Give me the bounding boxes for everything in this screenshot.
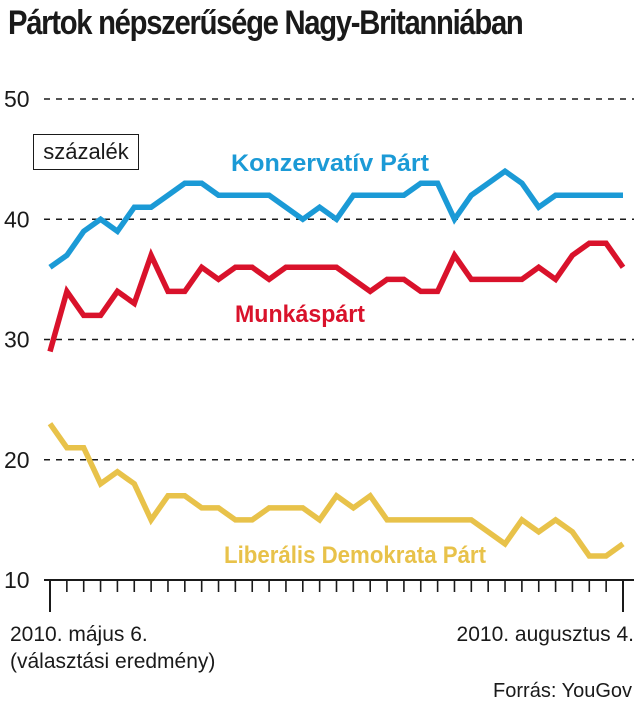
y-tick-label-10: 10 xyxy=(4,567,30,593)
series-line-1 xyxy=(47,240,626,353)
series-label-0: Konzervatív Párt xyxy=(231,150,429,177)
y-tick-label-50: 50 xyxy=(4,86,30,112)
series-line-0 xyxy=(48,167,623,270)
series-label-1: Munkáspárt xyxy=(235,301,365,328)
x-end-label: 2010. augusztus 4. xyxy=(456,623,634,646)
unit-label: százalék xyxy=(33,134,139,170)
y-tick-label-40: 40 xyxy=(4,206,30,232)
y-tick-label-30: 30 xyxy=(4,327,30,353)
x-start-label: 2010. május 6. xyxy=(10,623,148,646)
x-start-note: (választási eredmény) xyxy=(10,650,216,673)
chart-title: Pártok népszerűsége Nagy-Britanniában xyxy=(8,4,524,42)
series-label-2: Liberális Demokrata Párt xyxy=(224,542,486,569)
series-line-2 xyxy=(47,422,625,559)
source-note: Forrás: YouGov xyxy=(493,680,632,702)
y-tick-label-20: 20 xyxy=(4,447,30,473)
